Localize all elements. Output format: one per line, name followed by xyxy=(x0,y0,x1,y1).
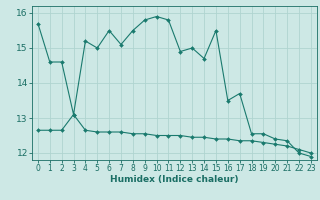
X-axis label: Humidex (Indice chaleur): Humidex (Indice chaleur) xyxy=(110,175,239,184)
